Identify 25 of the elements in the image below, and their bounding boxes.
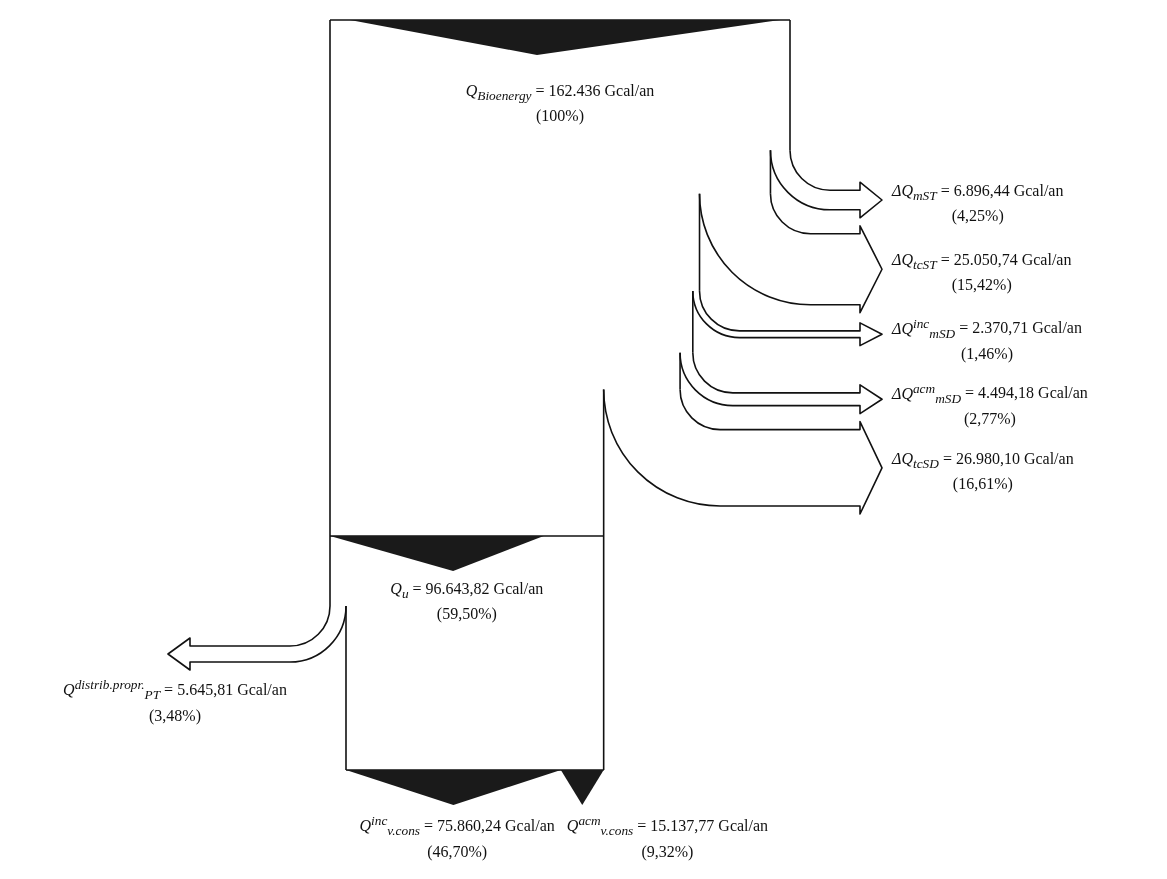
data-label: = 162.436 Gcal/an: [535, 82, 655, 99]
category-label: Q$_{Bioenergy}$: [465, 82, 532, 104]
data-label: = 75.860,24 Gcal/an: [424, 817, 555, 835]
category-label: ΔQ$_{tcST}$: [892, 251, 937, 273]
data-label: (59,50%): [435, 604, 498, 625]
data-label: (100%): [535, 106, 585, 127]
data-label: = 96.643,82 Gcal/an: [412, 580, 544, 597]
category-label: ΔQ$_{mST}$: [892, 182, 937, 204]
data-label: = 5.645,81 Gcal/an: [164, 681, 287, 699]
data-label: = 6.896,44 Gcal/an: [940, 182, 1064, 199]
data-label: (15,42%): [950, 275, 1013, 296]
data-label: = 2.370,71 Gcal/an: [959, 319, 1082, 337]
category-label: Q$_{u}$: [390, 580, 409, 602]
data-label: (16,61%): [951, 473, 1014, 495]
data-label: (1,46%): [960, 343, 1014, 365]
data-label: (4,25%): [950, 206, 1005, 227]
category-label: ΔQ$_{tcSD}$: [892, 449, 939, 471]
data-label: (3,48%): [148, 705, 202, 727]
data-label: (46,70%): [426, 841, 489, 863]
data-label: (2,77%): [962, 408, 1017, 430]
data-label: (9,32%): [640, 841, 695, 863]
data-label: = 4.494,18 Gcal/an: [965, 384, 1088, 402]
data-label: = 15.137,77 Gcal/an: [637, 817, 769, 835]
data-label: = 26.980,10 Gcal/an: [942, 449, 1074, 467]
data-label: = 25.050,74 Gcal/an: [940, 251, 1072, 269]
